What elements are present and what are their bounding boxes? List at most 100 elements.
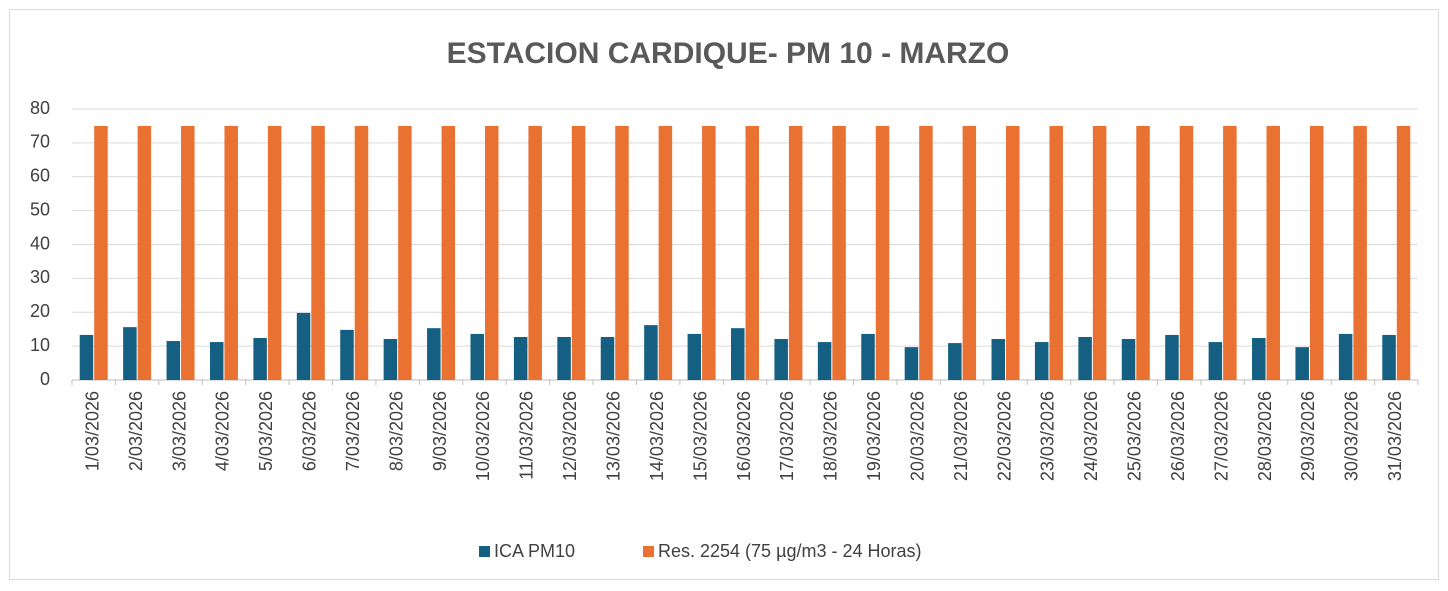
chart-border: [9, 9, 1439, 580]
x-tick-label: 12/03/2026: [560, 391, 580, 481]
x-tick-label: 5/03/2026: [256, 391, 276, 471]
bar: [79, 334, 94, 380]
legend-swatch: [643, 546, 654, 557]
bar: [123, 327, 137, 380]
x-tick-label: 10/03/2026: [473, 391, 493, 481]
bar: [962, 125, 977, 380]
bar: [398, 125, 412, 380]
x-tick-label: 8/03/2026: [386, 391, 406, 471]
bar: [1034, 342, 1049, 380]
bar: [1266, 125, 1281, 380]
x-tick-label: 6/03/2026: [300, 391, 320, 471]
bar: [441, 125, 456, 380]
y-tick-label: 60: [30, 166, 50, 186]
bar: [166, 341, 181, 380]
x-tick-label: 22/03/2026: [994, 391, 1014, 481]
bar: [644, 325, 658, 380]
chart-title: ESTACION CARDIQUE- PM 10 - MARZO: [447, 37, 1010, 70]
x-tick-label: 20/03/2026: [907, 391, 927, 481]
bar: [267, 125, 282, 380]
y-tick-label: 50: [30, 199, 50, 219]
bar: [1078, 336, 1092, 380]
bar: [137, 125, 152, 380]
bar: [1309, 125, 1324, 380]
bar: [1208, 342, 1223, 380]
x-tick-label: 30/03/2026: [1342, 391, 1362, 481]
x-tick-label: 14/03/2026: [647, 391, 667, 481]
bar: [991, 339, 1006, 380]
x-tick-label: 2/03/2026: [126, 391, 146, 471]
x-tick-label: 21/03/2026: [951, 391, 971, 481]
x-tick-label: 13/03/2026: [603, 391, 623, 481]
bar: [919, 125, 933, 380]
x-tick-label: 15/03/2026: [690, 391, 710, 481]
bar: [209, 342, 224, 380]
bar: [788, 125, 803, 380]
bar: [745, 125, 759, 380]
x-tick-label: 25/03/2026: [1125, 391, 1145, 481]
legend-label: ICA PM10: [494, 541, 575, 561]
bar: [1165, 334, 1179, 380]
bar: [948, 343, 962, 380]
bar: [94, 125, 108, 380]
bar: [1049, 125, 1063, 380]
bar: [1252, 337, 1266, 380]
x-tick-label: 7/03/2026: [343, 391, 363, 471]
bar: [1092, 125, 1107, 380]
bar: [427, 328, 441, 380]
bar: [296, 312, 311, 380]
bar: [1121, 339, 1136, 380]
y-tick-label: 30: [30, 267, 50, 287]
x-tick-label: 26/03/2026: [1168, 391, 1188, 481]
x-tick-label: 3/03/2026: [169, 391, 189, 471]
bar: [513, 336, 528, 380]
bar: [875, 125, 890, 380]
y-tick-label: 80: [30, 98, 50, 118]
x-tick-label: 23/03/2026: [1038, 391, 1058, 481]
x-tick-label: 19/03/2026: [864, 391, 884, 481]
bar: [1136, 125, 1150, 380]
bar: [1353, 125, 1367, 380]
y-tick-label: 70: [30, 132, 50, 152]
bar: [615, 125, 629, 380]
x-tick-label: 18/03/2026: [821, 391, 841, 481]
bar: [383, 339, 398, 380]
bar: [687, 333, 702, 380]
bar: [1006, 125, 1020, 380]
bar: [340, 329, 354, 380]
bar: [1382, 334, 1396, 380]
x-tick-label: 4/03/2026: [213, 391, 233, 471]
bar: [1223, 125, 1237, 380]
x-tick-label: 16/03/2026: [734, 391, 754, 481]
bar: [1338, 333, 1353, 380]
bar: [832, 125, 846, 380]
x-tick-label: 11/03/2026: [517, 391, 537, 480]
bar: [904, 347, 919, 380]
bar: [557, 336, 571, 380]
bar: [484, 125, 499, 380]
legend-label: Res. 2254 (75 µg/m3 - 24 Horas): [658, 541, 922, 561]
x-tick-label: 29/03/2026: [1298, 391, 1318, 481]
bar: [1179, 125, 1194, 380]
bar: [181, 125, 195, 380]
x-tick-label: 27/03/2026: [1211, 391, 1231, 481]
bar: [702, 125, 716, 380]
legend-swatch: [479, 546, 490, 557]
bar: [774, 339, 788, 380]
x-tick-label: 31/03/2026: [1385, 391, 1405, 481]
bar: [470, 333, 484, 380]
bar: [1295, 347, 1309, 380]
y-tick-label: 20: [30, 301, 50, 321]
bar: [1396, 125, 1411, 380]
bar: [571, 125, 586, 380]
y-tick-label: 40: [30, 233, 50, 253]
bar: [658, 125, 673, 380]
bar: [224, 125, 238, 380]
bar: [311, 125, 325, 380]
x-tick-label: 28/03/2026: [1255, 391, 1275, 481]
bar: [817, 342, 832, 380]
y-tick-label: 0: [40, 369, 50, 389]
x-tick-label: 1/03/2026: [82, 391, 102, 471]
bar: [528, 125, 542, 380]
